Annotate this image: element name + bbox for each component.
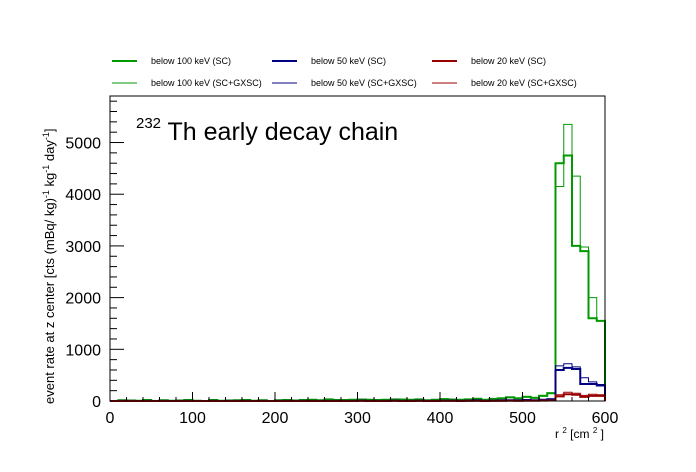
title-main: Th early decay chain — [168, 118, 399, 146]
x-label-unit-open: [cm — [570, 427, 589, 441]
y-axis-label: event rate at z center [cts (mBq/ kg)-1 … — [41, 128, 57, 404]
x-tick-label: 0 — [106, 410, 115, 427]
x-tick-label: 300 — [344, 410, 371, 427]
x-label-unit-close: ] — [601, 427, 604, 441]
legend-label: below 100 keV (SC+GXSC) — [151, 78, 262, 88]
y-tick-label: 0 — [92, 394, 101, 411]
legend: below 100 keV (SC) below 50 keV (SC) below… — [112, 56, 577, 88]
legend-label: below 50 keV (SC+GXSC) — [311, 78, 417, 88]
y-label-text: kg — [42, 173, 57, 190]
y-label-text: ] — [42, 128, 57, 132]
x-tick-label: 100 — [179, 410, 206, 427]
y-tick-label: 1000 — [65, 342, 101, 359]
y-label-text: day — [42, 140, 57, 165]
series-1-line — [110, 154, 606, 402]
y-tick-label: 2000 — [65, 291, 101, 308]
y-label-superscript: -1 — [41, 132, 51, 140]
x-axis-label: r 2 [cm 2 ] — [555, 422, 604, 441]
x-tick-label: 400 — [427, 410, 454, 427]
x-label-unit-sup: 2 — [593, 426, 598, 435]
chart-title: 232 Th early decay chain — [136, 106, 398, 146]
y-label-text: event rate at z center [cts (mBq/ kg) — [42, 198, 57, 404]
y-tick-label: 5000 — [65, 136, 101, 153]
y-tick-label: 4000 — [65, 187, 101, 204]
y-label-superscript: -1 — [41, 190, 51, 198]
legend-label: below 100 keV (SC) — [151, 56, 231, 66]
series-layer — [110, 123, 606, 402]
legend-label: below 20 keV (SC) — [471, 56, 546, 66]
y-tick-label: 3000 — [65, 239, 101, 256]
y-label-superscript: -1 — [41, 165, 51, 173]
legend-label: below 20 keV (SC+GXSC) — [471, 78, 577, 88]
x-tick-label: 200 — [262, 410, 289, 427]
legend-label: below 50 keV (SC) — [311, 56, 386, 66]
x-tick-label: 600 — [592, 410, 619, 427]
series-0-line — [110, 123, 606, 402]
x-tick-label: 500 — [509, 410, 536, 427]
title-superscript: 232 — [136, 115, 161, 132]
x-label-sup: 2 — [562, 426, 567, 435]
axes: 0 100 200 300 400 500 600 0 1000 2000 3000 4000 5000 — [65, 100, 619, 427]
x-label-base: r — [555, 427, 559, 441]
